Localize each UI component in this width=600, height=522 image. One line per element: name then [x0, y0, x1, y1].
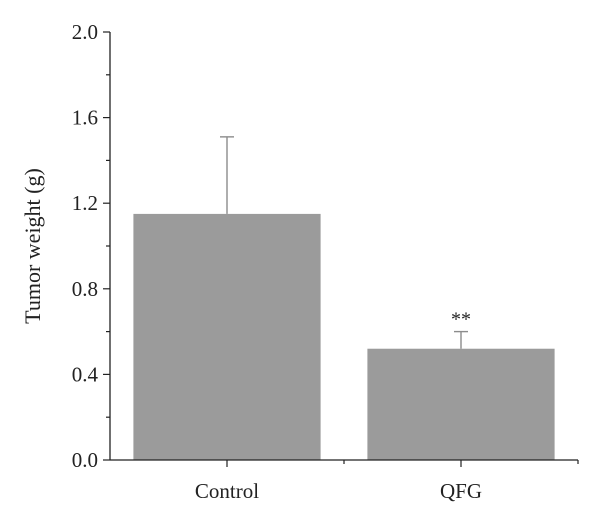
y-tick-label-3: 1.2 [72, 191, 98, 215]
x-tick-label-control: Control [195, 479, 259, 503]
x-tick-label-qfg: QFG [440, 479, 482, 503]
y-ticks-group: 0.0 0.4 0.8 1.2 1.6 2.0 [72, 20, 110, 472]
significance-mark-qfg: ** [451, 309, 471, 331]
y-tick-label-1: 0.4 [72, 362, 99, 386]
error-bars-group [220, 136, 468, 349]
bar-qfg [367, 348, 555, 460]
y-axis-label: Tumor weight (g) [20, 168, 45, 324]
y-tick-label-0: 0.0 [72, 448, 98, 472]
annotations-group: ** [451, 309, 471, 331]
bars-group [133, 213, 555, 460]
y-tick-label-5: 2.0 [72, 20, 98, 44]
x-ticks-group: Control QFG [195, 460, 579, 503]
y-tick-label-4: 1.6 [72, 106, 98, 130]
y-tick-label-2: 0.8 [72, 277, 98, 301]
bar-control [133, 213, 321, 460]
